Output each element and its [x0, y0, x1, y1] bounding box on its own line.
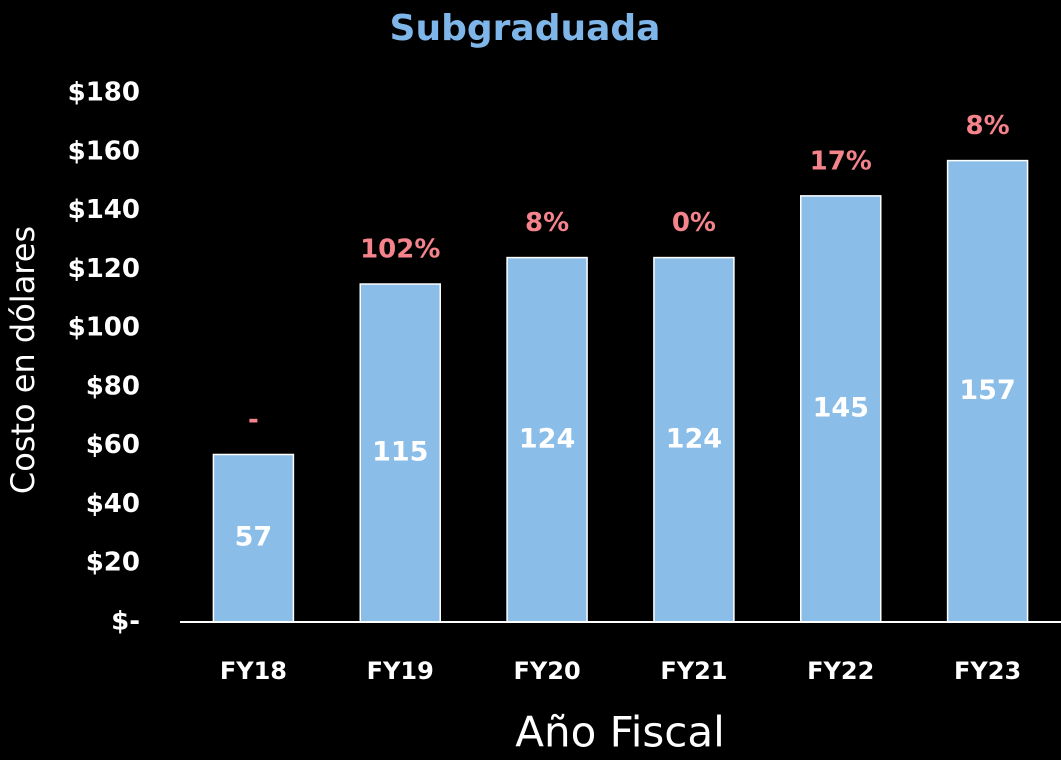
y-tick-label: $20 — [86, 548, 140, 578]
y-tick-label: $- — [111, 607, 140, 637]
data-label: 145 — [813, 392, 869, 423]
y-tick-label: $140 — [68, 195, 140, 225]
chart-title: Subgraduada — [390, 8, 661, 49]
x-tick-label: FY22 — [807, 657, 874, 685]
y-axis-label: Costo en dólares — [4, 226, 42, 494]
bar — [359, 283, 441, 623]
data-label: 57 — [235, 522, 273, 553]
y-tick-label: $40 — [86, 489, 140, 519]
annotation: 0% — [672, 208, 716, 238]
annotation: - — [248, 405, 259, 435]
x-tick-label: FY20 — [513, 657, 580, 685]
y-tick-label: $160 — [68, 136, 140, 166]
annotation: 17% — [810, 146, 872, 176]
data-label: 124 — [666, 423, 722, 454]
y-tick-label: $80 — [86, 371, 140, 401]
data-label: 157 — [959, 375, 1015, 406]
x-tick-label: FY19 — [367, 657, 434, 685]
data-label: 115 — [372, 437, 428, 468]
x-axis-label: Año Fiscal — [515, 708, 725, 757]
x-tick-label: FY18 — [220, 657, 287, 685]
annotation: 102% — [360, 235, 440, 265]
y-tick-label: $120 — [68, 254, 140, 284]
bar — [653, 256, 735, 623]
bar — [506, 256, 588, 623]
x-tick-label: FY21 — [660, 657, 727, 685]
y-tick-label: $100 — [68, 313, 140, 343]
data-label: 124 — [519, 423, 575, 454]
annotation: 8% — [966, 111, 1010, 141]
y-tick-label: $60 — [86, 430, 140, 460]
y-tick-label: $180 — [68, 78, 140, 108]
bar — [212, 453, 295, 623]
x-tick-label: FY23 — [954, 657, 1021, 685]
annotation: 8% — [525, 208, 569, 238]
